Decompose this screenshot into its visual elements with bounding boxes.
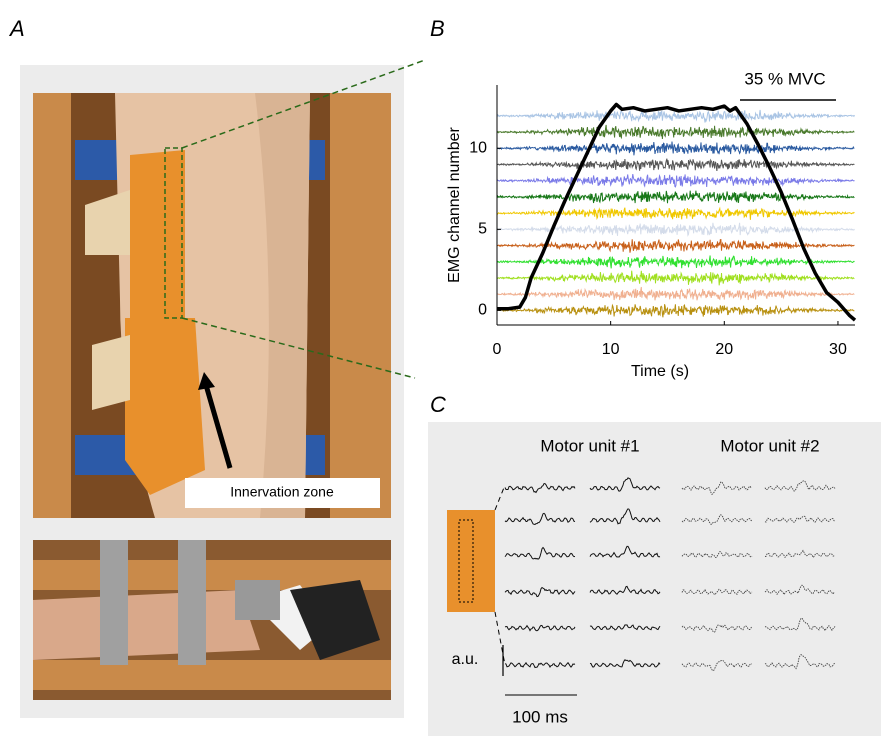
waveform [681,624,753,633]
waveform [589,508,661,525]
panel-background [428,422,881,736]
emg-trace [496,190,855,204]
panel-label: B [430,16,445,41]
waveform [764,617,836,632]
waveform [589,624,661,631]
waveform [681,588,753,596]
force-line [497,102,857,322]
waveform [764,515,836,523]
emg-trace [496,158,855,171]
waveform [504,512,576,526]
y-tick-label: 0 [478,302,487,319]
emg-plot: 0 10 20 30 0 5 10 [469,85,857,358]
waveform [504,483,576,494]
zoom-line [181,59,426,149]
waveform [589,585,661,595]
waveform [504,546,576,560]
waveform [764,480,836,492]
waveform [504,624,576,632]
amplitude-label: a.u. [452,651,479,668]
emg-trace [496,239,855,253]
waveform [681,481,752,496]
waveform [681,514,753,525]
y-axis-label: EMG channel number [446,127,463,283]
zoom-line [181,317,416,379]
waveform [681,659,752,672]
emg-trace [497,173,855,188]
waveform [764,654,836,670]
waveform [681,550,753,559]
x-tick-label: 30 [829,341,847,358]
y-tick-label: 5 [478,221,487,238]
column-label: Motor unit #2 [720,436,819,455]
annotation: 35 % MVC [744,69,825,88]
x-tick-label: 0 [493,341,502,358]
waveform [589,545,661,558]
panel-label: C [430,392,446,417]
x-tick-label: 10 [602,341,620,358]
time-scale-label: 100 ms [512,707,568,726]
annotation: Innervation zone [230,484,334,500]
waveform [504,661,576,669]
emg-trace [496,270,855,286]
waveform [764,549,836,559]
x-tick-label: 20 [715,341,733,358]
emg-trace [496,141,855,156]
electrode-grid [447,484,506,666]
waveform [589,477,661,492]
column-label: Motor unit #1 [540,436,639,455]
waveforms [504,477,836,672]
emg-trace [496,206,855,220]
waveform [504,586,576,598]
emg-trace [496,286,855,301]
photo-panel [20,65,404,718]
waveform [589,658,661,668]
panel-label: A [8,16,25,41]
emg-trace [496,255,855,269]
y-tick-label: 10 [469,139,487,156]
x-axis-label: Time (s) [631,363,689,380]
emg-trace [496,303,855,318]
emg-trace [496,109,855,123]
emg-trace [496,124,855,140]
